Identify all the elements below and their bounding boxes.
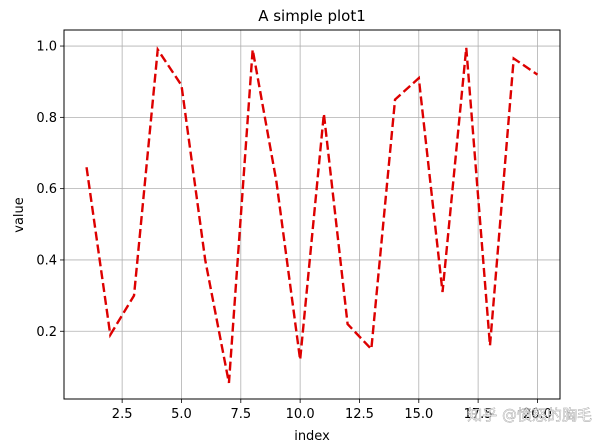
x-tick-label: 17.5 — [464, 407, 493, 422]
y-tick-label: 0.2 — [36, 325, 57, 340]
series-line — [85, 46, 539, 384]
series-layer — [85, 46, 539, 384]
x-tick-label: 5.0 — [171, 407, 192, 422]
x-tick-label: 7.5 — [230, 407, 251, 422]
x-tick-label: 15.0 — [404, 407, 433, 422]
plot-frame — [63, 29, 561, 400]
y-tick-label: 1.0 — [36, 40, 57, 55]
y-axis-label: value — [12, 197, 27, 233]
x-tick-label: 2.5 — [112, 407, 133, 422]
chart-title: A simple plot1 — [258, 7, 366, 25]
x-axis-label: index — [294, 429, 330, 444]
grid — [64, 30, 560, 399]
x-tick-label: 20.0 — [523, 407, 552, 422]
x-tick-label: 12.5 — [345, 407, 374, 422]
ticks: 2.5 5.0 7.5 10.0 12.5 15.0 17.5 20.0 0.2 0.4 0.6 0.… — [36, 40, 552, 422]
x-tick-label: 10.0 — [286, 407, 315, 422]
y-tick-label: 0.4 — [36, 253, 57, 268]
y-tick-label: 0.6 — [36, 182, 57, 197]
watermark: 知乎 @愤怒的胸毛 — [467, 406, 592, 424]
y-tick-label: 0.8 — [36, 111, 57, 126]
